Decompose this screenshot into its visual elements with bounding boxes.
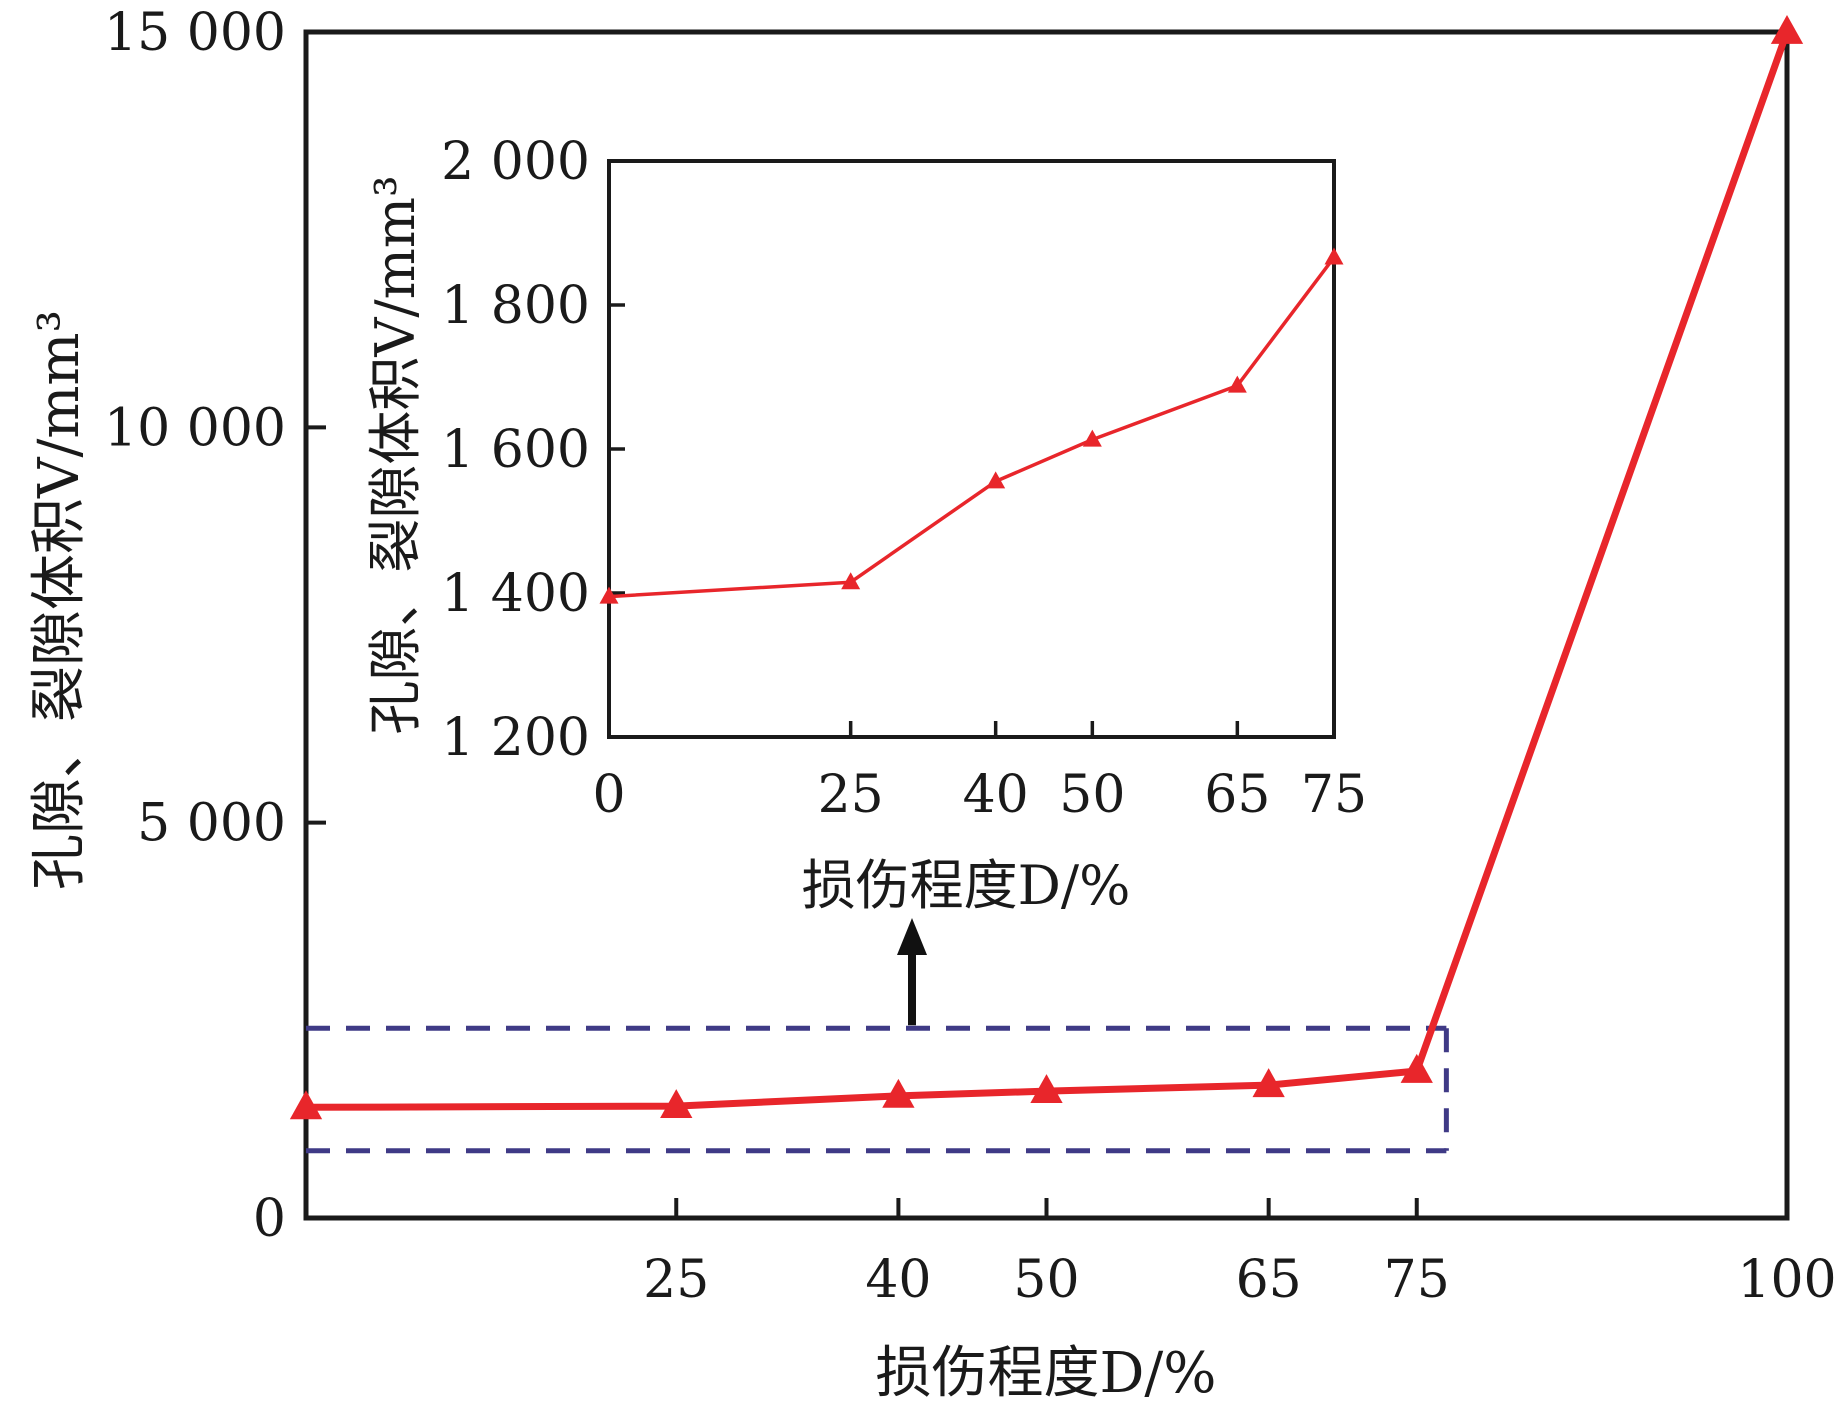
main-x-tick-label: 65 [1236,1250,1302,1310]
inset-data-point [599,586,619,604]
main-y-tick-label: 0 [253,1189,286,1249]
main-x-tick-label: 50 [1013,1250,1079,1310]
main-data-point [1770,15,1804,44]
main-y-tick-label: 15 000 [104,3,286,63]
inset-x-tick-label: 50 [1059,765,1125,825]
inset-x-tick-label: 65 [1204,765,1270,825]
inset-x-axis-title: 损伤程度D/% [802,854,1131,917]
inset-x-tick-label: 0 [592,765,625,825]
main-x-tick-label: 40 [865,1250,931,1310]
main-data-point [660,1089,693,1119]
main-y-tick-label: 5 000 [137,794,286,854]
inset-data-point [841,572,861,590]
inset-x-tick-label: 25 [818,765,884,825]
inset-data-point [1324,247,1344,265]
inset-series-line [608,256,1336,599]
inset-y-tick-label: 1 800 [441,276,590,336]
inset-data-point [1227,375,1247,393]
inset-plot-frame [607,159,1336,739]
inset-y-axis-title: 孔隙、裂隙体积V/mm³ [364,175,427,734]
inset-x-tick-label: 75 [1301,765,1367,825]
main-data-point [1400,1053,1433,1083]
main-x-tick-label: 100 [1737,1250,1836,1310]
main-y-tick-label: 10 000 [104,398,286,458]
inset-y-tick-label: 1 400 [441,564,590,624]
main-data-point [289,1090,323,1120]
main-x-tick-label: 75 [1384,1250,1450,1310]
inset-x-tick-label: 40 [963,765,1029,825]
main-data-point [1030,1074,1063,1103]
inset-data-point [986,471,1006,489]
inset-y-tick-label: 1 200 [441,708,590,768]
main-x-axis-title: 损伤程度D/% [876,1341,1217,1406]
inset-chart: 1 200 1 400 1 600 1 800 2 000 0 25 40 50 65 75 损伤程度… [364,132,1367,917]
zoom-arrow-head [897,918,927,955]
inset-y-tick-label: 2 000 [441,132,590,192]
main-y-axis-title: 孔隙、裂隙体积V/mm³ [27,310,92,890]
main-x-tick-label: 25 [643,1250,709,1310]
main-data-point [882,1078,915,1108]
inset-data-point [1082,429,1102,447]
main-data-point [1252,1068,1285,1098]
inset-y-tick-label: 1 600 [441,420,590,480]
main-chart: 0 5 000 10 000 15 000 25 40 50 65 75 100 损伤程度D/% 孔隙… [27,3,1837,1406]
